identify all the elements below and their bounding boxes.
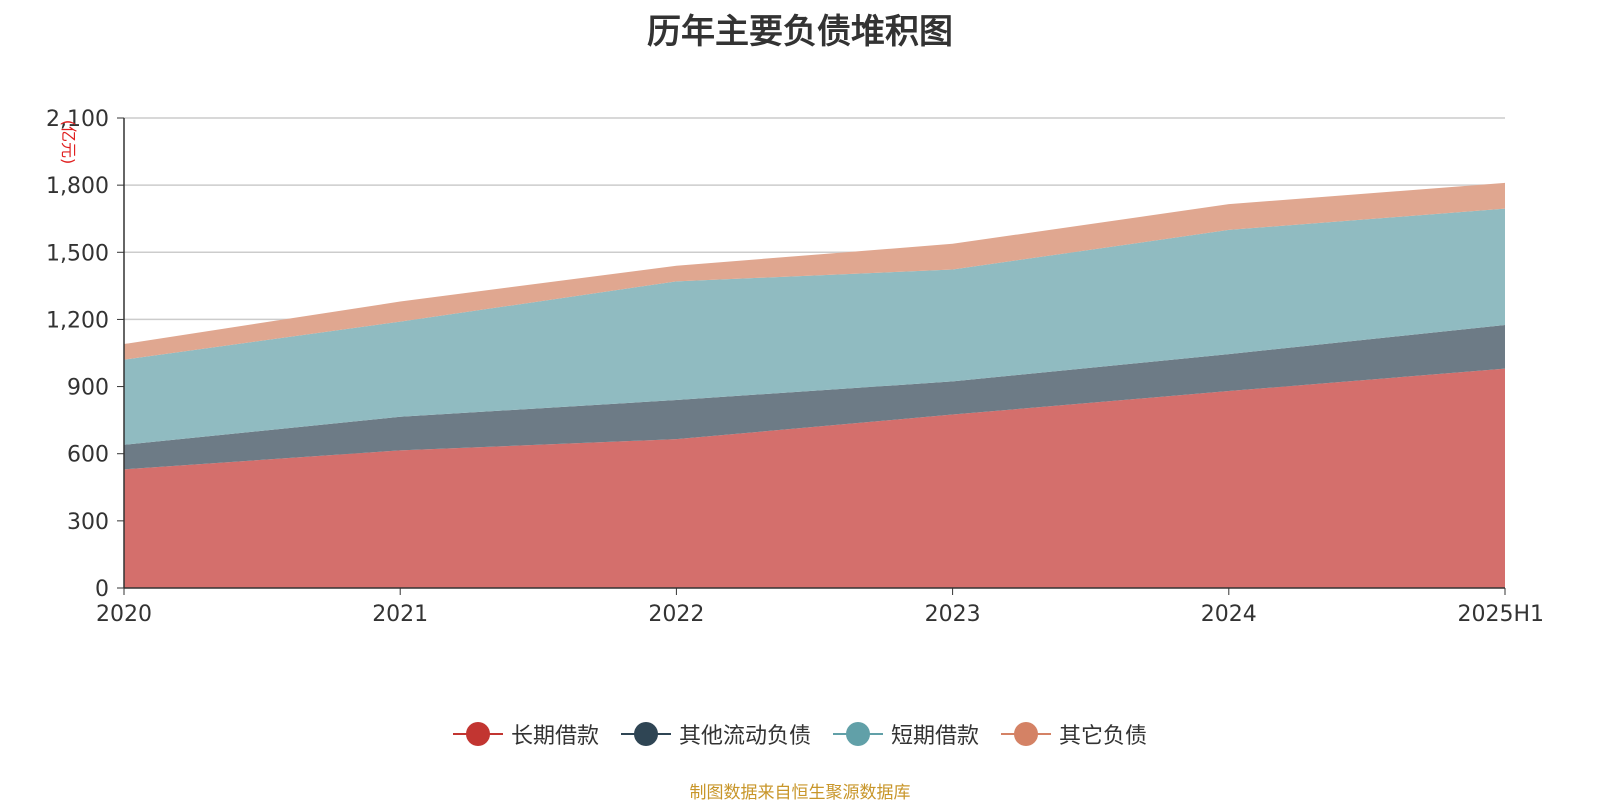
x-tick-label: 2023 (925, 602, 981, 627)
legend-item[interactable]: 长期借款 (452, 718, 599, 750)
y-tick-label: 2,100 (46, 107, 109, 132)
legend-label: 其它负债 (1059, 724, 1148, 749)
legend-item[interactable]: 其它负债 (1001, 718, 1147, 750)
legend-label: 短期借款 (891, 724, 980, 749)
legend-marker-icon (452, 721, 503, 747)
area-series-1 (124, 368, 1505, 588)
y-tick-label: 300 (67, 510, 109, 535)
area-series-2 (124, 325, 1505, 470)
area-series-3 (124, 208, 1505, 445)
legend-item[interactable]: 短期借款 (833, 718, 979, 750)
x-tick-label: 2020 (96, 602, 152, 627)
y-tick-label: 0 (95, 577, 109, 602)
area-series-4 (124, 182, 1505, 360)
tick-labels: 0 300 600 900 1,200 1,500 1,800 2,100 2020 2021 20… (46, 107, 1544, 627)
stacked-areas (124, 182, 1505, 588)
x-tick-label: 2022 (648, 602, 704, 627)
y-tick-label: 900 (67, 376, 109, 401)
y-axis-unit-label: (亿元) (59, 120, 78, 165)
y-tick-label: 600 (67, 443, 109, 468)
x-tick-label: 2025H1 (1457, 602, 1544, 627)
axes (117, 117, 1506, 595)
legend-label: 长期借款 (510, 724, 599, 749)
legend-item[interactable]: 其他流动负债 (620, 718, 811, 750)
y-tick-label: 1,500 (46, 241, 109, 266)
x-tick-label: 2024 (1201, 602, 1257, 627)
source-note: 制图数据来自恒生聚源数据库 (689, 783, 911, 803)
legend-marker-icon (833, 721, 883, 747)
legend-label: 其他流动负债 (678, 724, 811, 749)
x-tick-label: 2021 (372, 602, 428, 627)
legend: 长期借款 其他流动负债 短期借款 其它负债 (0, 718, 1600, 750)
chart-title: 历年主要负债堆积图 (647, 12, 953, 52)
legend-marker-icon (1001, 721, 1052, 747)
y-tick-label: 1,800 (46, 174, 109, 199)
legend-marker-icon (620, 721, 671, 747)
y-tick-label: 1,200 (46, 308, 109, 333)
